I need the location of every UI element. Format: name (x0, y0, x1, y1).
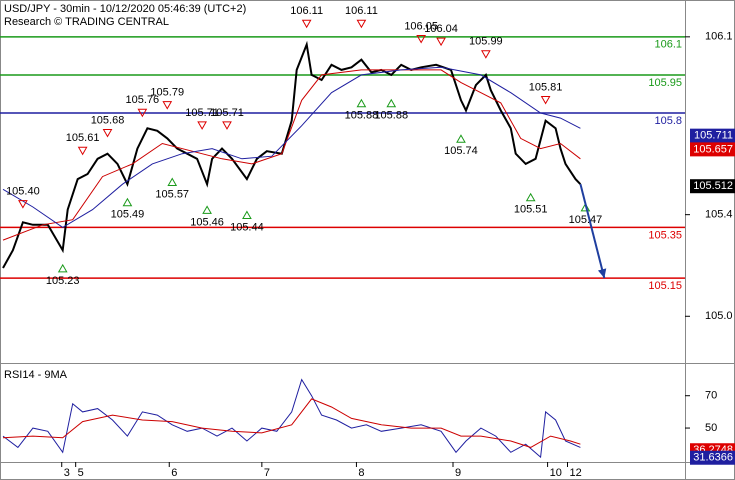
price-tag (690, 142, 735, 157)
low-marker (386, 98, 397, 108)
annotation-label: 105.44 (230, 221, 264, 233)
high-marker (222, 121, 232, 130)
low-marker (525, 192, 536, 202)
chart-subtitle: Research © TRADING CENTRAL (4, 16, 169, 28)
low-marker (356, 98, 367, 108)
annotation-label: 105.23 (46, 275, 80, 287)
arrow-head (597, 268, 607, 279)
annotation-label: 105.61 (66, 132, 100, 144)
high-marker (162, 101, 173, 110)
high-marker (416, 35, 427, 44)
price-tag (690, 128, 735, 143)
high-marker (436, 37, 446, 47)
x-tick-label: 8 (358, 467, 364, 479)
low-marker (57, 263, 68, 273)
annotation-label: 105.99 (469, 36, 503, 48)
high-marker (102, 129, 113, 138)
annotation-label: 105.81 (529, 81, 563, 93)
annotation-label: 105.46 (190, 216, 224, 228)
annotation-label: 105.71 (210, 107, 244, 119)
y-tick-label: 105.0 (705, 310, 733, 322)
high-marker (18, 200, 28, 209)
low-marker (167, 177, 178, 186)
annotation-label: 105.79 (150, 86, 184, 98)
annotation-label: 105.71 (185, 107, 219, 119)
annotation-label: 106.05 (404, 20, 438, 32)
annotation-label: 105.49 (111, 209, 145, 221)
low-marker (456, 134, 466, 143)
low-marker (122, 197, 133, 207)
x-tick-label: 12 (570, 467, 582, 479)
high-marker (356, 19, 367, 29)
level-label: 105.15 (648, 280, 682, 292)
price-tag-label: 105.512 (693, 180, 733, 192)
series-line (2, 40, 582, 269)
level-label: 105.95 (648, 77, 682, 89)
price-tag-label: 105.657 (693, 143, 733, 155)
series-line (2, 69, 581, 241)
annotation-label: 106.11 (290, 5, 323, 17)
projection-arrow (579, 183, 606, 279)
low-marker (580, 202, 591, 212)
y-tick-label: 106.1 (705, 31, 733, 43)
price-tag-label: 105.711 (694, 130, 733, 142)
low-marker (202, 205, 212, 214)
high-marker (197, 121, 207, 130)
y-tick-label: 105.4 (705, 209, 733, 221)
annotation-label: 105.47 (569, 214, 603, 226)
annotation-label: 105.51 (514, 204, 548, 216)
annotation-label: 106.04 (424, 23, 458, 35)
rsi-title: RSI14 - 9MA (4, 369, 68, 381)
x-tick-label: 6 (171, 467, 177, 479)
annotation-label: 105.74 (444, 145, 478, 157)
price-tag-label: 31.6366 (693, 452, 733, 464)
chart-title: USD/JPY - 30min - 10/12/2020 05:46:39 (U… (4, 3, 246, 15)
series-line (2, 398, 581, 448)
series-line (2, 66, 581, 228)
annotation-label: 106.11 (345, 5, 378, 17)
high-marker (137, 108, 148, 118)
annotation-label: 105.88 (345, 110, 379, 122)
x-tick-label: 7 (264, 467, 270, 479)
high-marker (481, 50, 491, 59)
x-tick-label: 10 (550, 467, 562, 479)
x-tick-label: 3 (64, 467, 70, 479)
high-marker (77, 146, 88, 156)
annotation-label: 105.88 (374, 110, 408, 122)
y-tick-label: 50 (705, 422, 717, 434)
annotation-label: 105.68 (91, 114, 125, 126)
level-label: 105.35 (648, 229, 682, 241)
annotation-label: 105.57 (155, 188, 189, 200)
price-tag (690, 450, 735, 465)
x-tick-label: 9 (455, 467, 461, 479)
high-marker (301, 19, 312, 29)
price-tag (690, 179, 735, 194)
y-tick-label: 70 (705, 390, 717, 402)
annotation-label: 105.40 (6, 186, 40, 198)
annotation-label: 105.76 (126, 94, 160, 106)
high-marker (540, 96, 551, 105)
level-label: 105.8 (654, 115, 682, 127)
low-marker (242, 210, 252, 219)
x-tick-label: 5 (78, 467, 84, 479)
level-label: 106.1 (654, 39, 682, 51)
